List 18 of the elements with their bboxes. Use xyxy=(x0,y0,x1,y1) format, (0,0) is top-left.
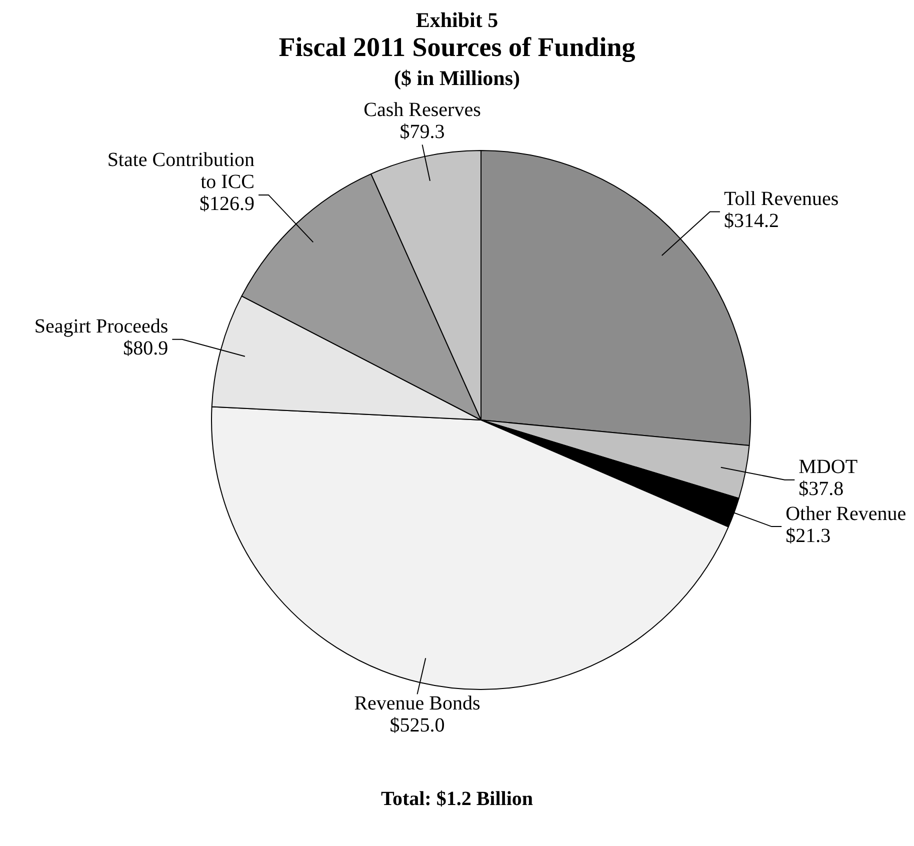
chart-title: Fiscal 2011 Sources of Funding xyxy=(278,32,636,63)
data-label: $80.9 xyxy=(123,338,168,360)
data-label: $37.8 xyxy=(798,478,844,500)
slice-label: Toll Revenues xyxy=(724,188,839,210)
text: Total: $1.2 Billion xyxy=(380,788,534,811)
slice-label: Other Revenue xyxy=(786,502,906,525)
data-label: $21.3 xyxy=(786,524,831,547)
text: Exhibit 5 xyxy=(414,8,500,33)
data-label: $314.2 xyxy=(724,210,779,232)
data-label: $126.9 xyxy=(200,193,255,216)
data-label: $79.3 xyxy=(400,120,445,143)
slice-label: Cash Reserves xyxy=(364,98,482,121)
slice-label: MDOT xyxy=(798,456,858,478)
data-label: $525.0 xyxy=(390,714,445,736)
chart-subtitle: ($ in Millions) xyxy=(392,66,521,91)
slice-label: Seagirt Proceeds xyxy=(34,316,168,338)
slice-label: Revenue Bonds xyxy=(354,692,481,714)
slice-label: State Contribution to ICC xyxy=(107,149,255,194)
